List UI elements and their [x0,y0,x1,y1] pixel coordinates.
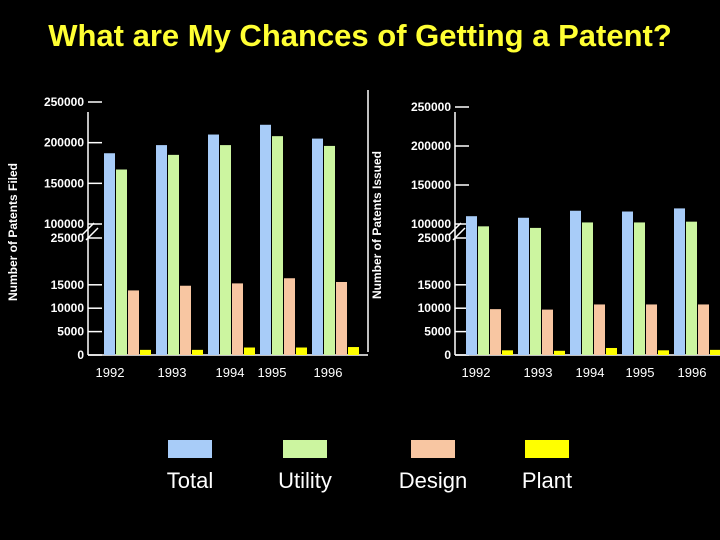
bar-plant [710,349,720,355]
bar-design [180,285,191,355]
bar-design [646,304,657,355]
y-tick-label: 25000 [418,231,452,245]
bar-total [104,153,115,355]
x-tick-label: 1992 [462,365,491,380]
legend-label-plant: Plant [521,468,573,493]
y-axis-label: Number of Patents Issued [370,151,384,299]
y-tick-label: 0 [444,348,451,362]
x-tick-label: 1995 [626,365,655,380]
bar-design [336,281,347,355]
y-tick-label: 5000 [424,325,451,339]
bar-design [284,278,295,355]
axis-break-mark [448,222,462,236]
bar-utility [530,227,541,355]
bar-plant [348,347,359,355]
bar-design [698,304,709,355]
bar-plant [140,349,151,355]
bar-design [232,283,243,355]
y-tick-label: 25000 [51,231,85,245]
y-tick-label: 150000 [411,178,451,192]
bar-plant [244,347,255,355]
y-axis-label: Number of Patents Filed [6,163,20,301]
legend-item-utility: Utility [250,440,360,494]
x-tick-label: 1994 [576,365,605,380]
legend-label-utility: Utility [278,468,332,493]
bar-utility [116,169,127,355]
legend-item-plant: Plant [492,440,602,494]
bar-total [156,145,167,355]
y-tick-label: 200000 [411,139,451,153]
bar-plant [658,350,669,355]
bar-utility [478,226,489,355]
legend-label-total: Total [166,468,214,493]
legend-swatch-plant [525,440,569,458]
bar-total [208,134,219,355]
y-tick-label: 100000 [411,217,451,231]
bar-utility [220,145,231,355]
x-tick-label: 1996 [678,365,707,380]
y-tick-label: 10000 [418,301,452,315]
bar-plant [192,349,203,355]
bar-utility [168,154,179,355]
chart-title: What are My Chances of Getting a Patent? [48,18,672,53]
bar-plant [606,347,617,355]
bar-utility [634,222,645,355]
x-tick-label: 1994 [216,365,245,380]
bar-total [466,216,477,355]
y-tick-label: 150000 [44,176,84,190]
legend-swatch-total [168,440,212,458]
x-tick-label: 1992 [96,365,125,380]
bar-design [128,290,139,355]
x-tick-label: 1995 [258,365,287,380]
bar-utility [582,222,593,355]
y-tick-label: 10000 [51,301,85,315]
x-tick-label: 1993 [524,365,553,380]
bar-plant [296,347,307,355]
bar-plant [554,350,565,355]
y-tick-label: 15000 [418,278,452,292]
axis-break-mark [81,222,95,236]
y-tick-label: 250000 [44,95,84,109]
y-tick-label: 5000 [57,325,84,339]
bar-total [312,138,323,355]
bar-utility [324,145,335,355]
y-tick-label: 200000 [44,136,84,150]
y-tick-label: 100000 [44,217,84,231]
bar-total [570,210,581,355]
bar-design [490,309,501,355]
legend-swatch-utility [283,440,327,458]
bar-utility [686,221,697,355]
bar-total [518,217,529,355]
bar-utility [272,136,283,355]
bar-design [594,304,605,355]
x-tick-label: 1996 [314,365,343,380]
axis-break-mark [452,227,466,241]
y-tick-label: 250000 [411,100,451,114]
y-tick-label: 15000 [51,278,85,292]
x-tick-label: 1993 [158,365,187,380]
bar-total [674,208,685,355]
y-tick-label: 0 [77,348,84,362]
bar-design [542,309,553,355]
bar-total [622,211,633,355]
axis-break-mark [85,227,99,241]
legend-swatch-design [411,440,455,458]
legend-item-design: Design [378,440,488,494]
bar-total [260,124,271,355]
legend-label-design: Design [398,468,468,493]
legend-item-total: Total [135,440,245,494]
bar-plant [502,350,513,355]
